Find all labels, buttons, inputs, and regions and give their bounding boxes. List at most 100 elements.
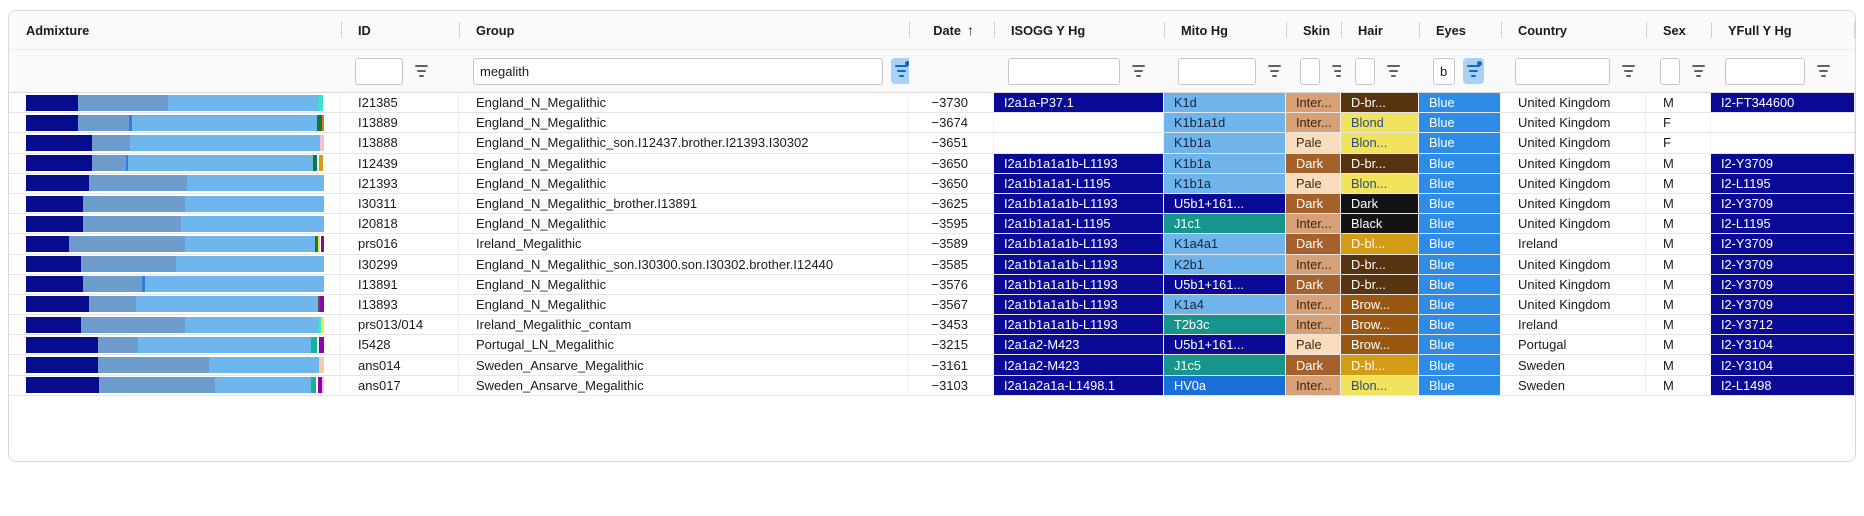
filter-input-mito[interactable] — [1178, 58, 1256, 85]
filter-menu-icon[interactable] — [411, 58, 432, 84]
value-chip-mito: K1b1a1d — [1164, 113, 1285, 132]
filter-menu-icon[interactable] — [1264, 58, 1285, 84]
cell-admixture — [9, 133, 341, 152]
table-row[interactable]: I21393England_N_Megalithic−3650I2a1b1a1a… — [9, 174, 1855, 194]
filter-menu-icon[interactable] — [1688, 58, 1709, 84]
table-row[interactable]: I13891England_N_Megalithic−3576I2a1b1a1a… — [9, 275, 1855, 295]
filter-input-eyes[interactable] — [1433, 58, 1455, 85]
value-chip-skin: Inter... — [1286, 93, 1340, 112]
table-row[interactable]: prs016Ireland_Megalithic−3589I2a1b1a1a1b… — [9, 234, 1855, 254]
filter-menu-icon[interactable] — [1463, 58, 1484, 84]
table-row[interactable]: I12439England_N_Megalithic−3650I2a1b1a1a… — [9, 154, 1855, 174]
header-label-hair: Hair — [1358, 23, 1383, 38]
filter-bar — [1268, 65, 1281, 67]
header-cell-eyes[interactable]: Eyes — [1419, 11, 1501, 49]
cell-group: Portugal_LN_Megalithic — [459, 335, 909, 354]
header-cell-admixture[interactable]: Admixture — [9, 11, 341, 49]
filter-menu-icon[interactable] — [891, 58, 909, 84]
cell-country: Ireland — [1501, 234, 1646, 253]
cell-isogg: I2a1b1a1a1b-L1193 — [994, 315, 1164, 334]
cell-hair: Blon... — [1341, 376, 1419, 395]
header-cell-hair[interactable]: Hair — [1341, 11, 1419, 49]
filter-input-yfull[interactable] — [1725, 58, 1805, 85]
value-chip-skin: Dark — [1286, 194, 1340, 213]
admixture-bar — [26, 135, 324, 151]
header-cell-id[interactable]: ID — [341, 11, 459, 49]
value-chip-isogg: I2a1b1a1a1-L1195 — [994, 214, 1163, 233]
cell-id: I13891 — [341, 275, 459, 294]
cell-id: I12439 — [341, 154, 459, 173]
cell-skin: Pale — [1286, 174, 1341, 193]
filter-menu-icon[interactable] — [1128, 58, 1149, 84]
filter-menu-icon[interactable] — [1813, 58, 1834, 84]
cell-group: England_N_Megalithic_brother.I13891 — [459, 194, 909, 213]
table-row[interactable]: I21385England_N_Megalithic−3730I2a1a-P37… — [9, 93, 1855, 113]
bar-segment-cyan — [318, 95, 323, 111]
table-row[interactable]: I30311England_N_Megalithic_brother.I1389… — [9, 194, 1855, 214]
cell-date: −3585 — [909, 255, 994, 274]
bar-segment-steel — [98, 357, 210, 373]
sort-ascending-icon[interactable]: ↑ — [967, 22, 974, 38]
table-row[interactable]: I13889England_N_Megalithic−3674K1b1a1dIn… — [9, 113, 1855, 133]
table-row[interactable]: I5428Portugal_LN_Megalithic−3215I2a1a2-M… — [9, 335, 1855, 355]
value-chip-eyes: Blue — [1419, 234, 1500, 253]
cell-id: ans017 — [341, 376, 459, 395]
filter-input-group[interactable] — [473, 58, 883, 85]
cell-yfull: I2-L1195 — [1711, 214, 1855, 233]
filter-menu-icon[interactable] — [1618, 58, 1639, 84]
filter-input-sex[interactable] — [1660, 58, 1680, 85]
header-label-country: Country — [1518, 23, 1567, 38]
header-cell-sex[interactable]: Sex — [1646, 11, 1711, 49]
bar-segment-light — [128, 155, 313, 171]
bar-segment-navy — [26, 377, 99, 393]
filter-input-isogg[interactable] — [1008, 58, 1120, 85]
header-cell-isogg[interactable]: ISOGG Y Hg — [994, 11, 1164, 49]
cell-yfull: I2-Y3709 — [1711, 154, 1855, 173]
table-row[interactable]: ans017Sweden_Ansarve_Megalithic−3103I2a1… — [9, 376, 1855, 396]
filter-menu-icon[interactable] — [1383, 58, 1404, 84]
table-row[interactable]: I13888England_N_Megalithic_son.I12437.br… — [9, 133, 1855, 153]
cell-country: United Kingdom — [1501, 113, 1646, 132]
filter-input-skin[interactable] — [1300, 58, 1320, 85]
value-chip-yfull: I2-Y3709 — [1711, 275, 1854, 294]
value-chip-isogg: I2a1b1a1a1b-L1193 — [994, 275, 1163, 294]
bar-segment-light — [130, 135, 319, 151]
header-label-sex: Sex — [1663, 23, 1686, 38]
cell-mito: J1c5 — [1164, 355, 1286, 374]
header-cell-date[interactable]: Date↑ — [909, 11, 994, 49]
filter-menu-icon[interactable] — [1328, 58, 1341, 84]
filter-bar — [1332, 65, 1341, 67]
filter-input-id[interactable] — [355, 58, 403, 85]
table-row[interactable]: ans014Sweden_Ansarve_Megalithic−3161I2a1… — [9, 355, 1855, 375]
cell-admixture — [9, 255, 341, 274]
value-chip-mito: U5b1+161... — [1164, 275, 1285, 294]
cell-yfull: I2-Y3709 — [1711, 194, 1855, 213]
value-chip-skin: Dark — [1286, 234, 1340, 253]
filter-input-country[interactable] — [1515, 58, 1610, 85]
value-chip-mito: J1c5 — [1164, 355, 1285, 374]
bar-segment-steel — [89, 175, 187, 191]
bar-segment-navy — [26, 317, 81, 333]
admixture-bar — [26, 296, 324, 312]
value-chip-hair: Brow... — [1341, 335, 1418, 354]
bar-segment-light — [209, 357, 319, 373]
value-chip-yfull: I2-L1498 — [1711, 376, 1854, 395]
value-chip-yfull: I2-L1195 — [1711, 174, 1854, 193]
filter-input-hair[interactable] — [1355, 58, 1375, 85]
header-cell-mito[interactable]: Mito Hg — [1164, 11, 1286, 49]
header-cell-skin[interactable]: Skin — [1286, 11, 1341, 49]
bar-segment-steel — [69, 236, 185, 252]
table-row[interactable]: I13893England_N_Megalithic−3567I2a1b1a1a… — [9, 295, 1855, 315]
header-cell-yfull[interactable]: YFull Y Hg — [1711, 11, 1855, 49]
table-row[interactable]: I30299England_N_Megalithic_son.I30300.so… — [9, 255, 1855, 275]
cell-group: England_N_Megalithic — [459, 93, 909, 112]
filter-cell-date — [909, 50, 994, 92]
filter-bar — [1821, 75, 1826, 77]
header-cell-group[interactable]: Group — [459, 11, 909, 49]
cell-admixture — [9, 355, 341, 374]
header-cell-country[interactable]: Country — [1501, 11, 1646, 49]
table-row[interactable]: prs013/014Ireland_Megalithic_contam−3453… — [9, 315, 1855, 335]
cell-hair: D-br... — [1341, 93, 1419, 112]
cell-id: I5428 — [341, 335, 459, 354]
table-row[interactable]: I20818England_N_Megalithic−3595I2a1b1a1a… — [9, 214, 1855, 234]
